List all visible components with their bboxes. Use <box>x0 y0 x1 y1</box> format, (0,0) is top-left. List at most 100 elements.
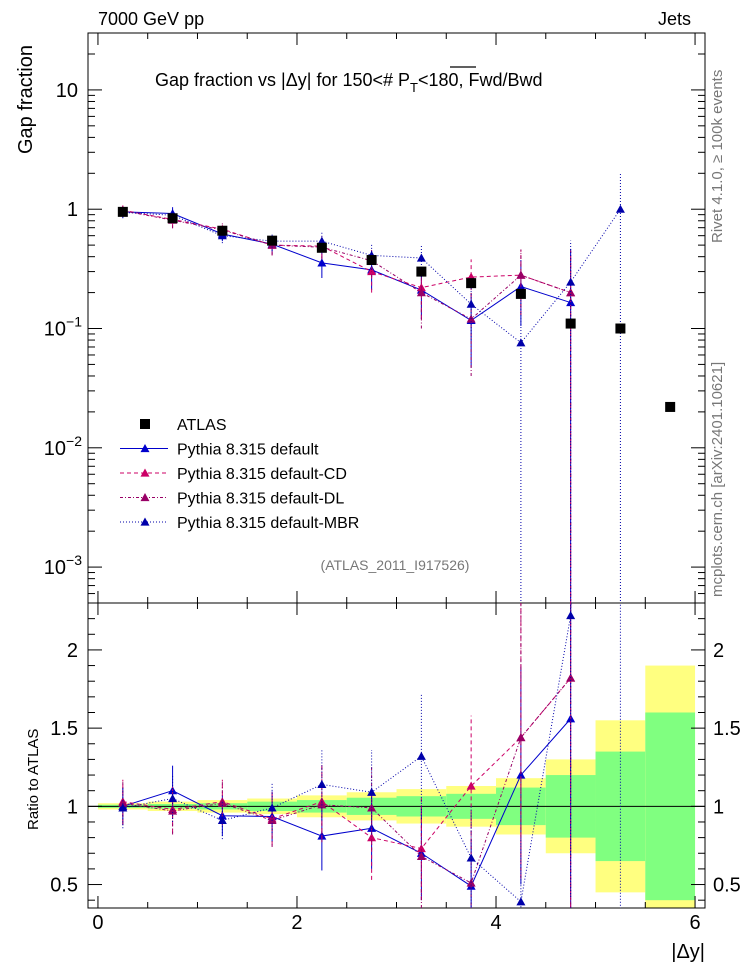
y-tick-label: 10 <box>56 80 78 102</box>
ratio-y-tick-label-right: 0.5 <box>713 875 741 897</box>
pythia-8-315-default-mbr-point <box>566 277 576 286</box>
ratio-y-tick-label-right: 2 <box>713 640 724 662</box>
y-tick-label: 1 <box>67 199 78 221</box>
pythia-8-315-default-mbr-ratio-point <box>416 751 426 760</box>
ratio-y-axis-label: Ratio to ATLAS <box>25 729 42 830</box>
pythia-8-315-default-dl-point <box>416 288 426 297</box>
atlas-point <box>416 266 427 277</box>
atlas-point <box>167 213 178 224</box>
atlas-point <box>565 318 576 329</box>
pythia-8-315-default-cd-ratio-point <box>416 844 426 853</box>
y-tick-base: 10 <box>44 557 66 579</box>
rivet-label: Rivet 4.1.0, ≥ 100k events <box>709 70 726 243</box>
ratio-series <box>118 603 621 908</box>
axis-ticks <box>88 32 705 908</box>
ratio-y-tick-label-right: 1 <box>713 796 724 818</box>
y-axis-label: Gap fraction <box>15 45 37 154</box>
title-part-delta: Δ <box>286 70 298 90</box>
pythia-8-315-default-mbr-ratio-point <box>217 815 227 825</box>
pythia-8-315-default-ratio-line <box>122 718 572 887</box>
title-part-p: P <box>398 70 410 90</box>
title-part-post: <180, Fwd/Bwd <box>418 70 543 90</box>
ratio-y-tick-label-left: 2 <box>67 640 78 662</box>
analysis-label: (ATLAS_2011_I917526) <box>321 557 470 573</box>
legend: ATLAS Pythia 8.315 default Pythia 8.315 de… <box>120 417 359 532</box>
x-tick-label: 4 <box>490 912 501 934</box>
legend-marker <box>140 444 150 453</box>
title-part-mid: y| for 150<# <box>298 70 398 90</box>
pythia-8-315-default-cd-ratio-point <box>466 781 476 790</box>
ratio-y-tick-label-right: 1.5 <box>713 718 741 740</box>
x-tick-label: 0 <box>92 912 103 934</box>
legend-marker <box>140 493 150 502</box>
pythia-8-315-default-dl-ratio-point <box>516 733 526 742</box>
pythia-8-315-default-dl-ratio-point <box>317 800 327 809</box>
title-part-t: T <box>410 80 418 95</box>
x-tick-label: 2 <box>291 912 302 934</box>
pythia-8-315-default-mbr-point <box>516 338 526 347</box>
chart-title: Gap fraction vs |Δy| for 150<# PT<180, F… <box>155 70 543 95</box>
atlas-point <box>366 255 377 266</box>
y-tick-label: 10−1 <box>44 314 82 341</box>
main-series <box>117 173 676 603</box>
pythia-8-315-default-mbr-point <box>317 236 327 245</box>
legend-marker <box>140 517 150 526</box>
ratio-y-tick-label-left: 0.5 <box>50 875 78 897</box>
pythia-8-315-default-dl-ratio-point <box>118 798 128 807</box>
x-axis-label: |Δy| <box>671 941 705 963</box>
y-tick-exp: −1 <box>66 314 82 330</box>
pythia-8-315-default-ratio-point <box>516 770 526 779</box>
pythia-8-315-default-dl-ratio-point <box>168 806 178 815</box>
legend-atlas-label: ATLAS <box>177 417 227 434</box>
y-tick-label: 10−2 <box>44 433 82 460</box>
pythia-8-315-default-point <box>566 298 576 307</box>
x-tick-label: 6 <box>689 912 700 934</box>
y-tick-base: 10 <box>44 319 66 341</box>
energy-label: 7000 GeV pp <box>98 9 204 29</box>
pythia-8-315-default-mbr-ratio-point <box>367 787 377 796</box>
atlas-point <box>316 242 327 253</box>
pythia-8-315-default-dl-point <box>516 270 526 279</box>
category-label: Jets <box>658 9 691 29</box>
atlas-point <box>217 225 228 236</box>
pythia-8-315-default-point <box>317 258 327 267</box>
pythia-8-315-default-dl-point <box>566 288 576 297</box>
pythia-8-315-default-cd-line <box>122 209 571 294</box>
pythia-8-315-default-mbr-ratio-point <box>168 794 178 803</box>
pythia-8-315-default-mbr-point <box>466 299 476 308</box>
y-tick-label: 10−3 <box>44 552 82 579</box>
pythia-8-315-default-dl-ratio-line <box>122 677 572 884</box>
source-label: mcplots.cern.ch [arXiv:2401.10621] <box>709 362 726 597</box>
pythia-8-315-default-mbr-ratio-point <box>566 611 576 620</box>
pythia-8-315-default-dl-ratio-point <box>416 851 426 860</box>
y-tick-base: 10 <box>44 438 66 460</box>
legend-marker <box>140 468 150 477</box>
pythia-8-315-default-mbr-ratio-point <box>466 853 476 862</box>
pythia-8-315-default-line <box>122 211 571 321</box>
pythia-8-315-default-mbr-ratio-point <box>516 897 526 906</box>
pythia-8-315-default-cd-ratio-point <box>367 833 377 842</box>
legend-label: Pythia 8.315 default-DL <box>177 491 344 508</box>
atlas-point <box>117 206 128 217</box>
title-part-pre: Gap fraction vs | <box>155 70 286 90</box>
atlas-point <box>665 401 676 412</box>
pythia-8-315-default-dl-line <box>122 210 571 320</box>
pythia-8-315-default-mbr-ratio-point <box>267 803 277 812</box>
pythia-8-315-default-mbr-point <box>615 204 625 213</box>
pythia-8-315-default-mbr-ratio-point <box>317 779 327 789</box>
pythia-8-315-default-mbr-point <box>416 253 426 262</box>
ratio-y-tick-label-left: 1.5 <box>50 718 78 740</box>
legend-label: Pythia 8.315 default-MBR <box>177 515 359 532</box>
legend-label: Pythia 8.315 default <box>177 442 319 459</box>
legend-label: Pythia 8.315 default-CD <box>177 466 347 483</box>
ratio-y-tick-label-left: 1 <box>67 796 78 818</box>
atlas-point <box>267 235 278 246</box>
y-tick-exp: −3 <box>66 552 82 568</box>
atlas-point <box>615 323 626 334</box>
atlas-point <box>466 278 477 289</box>
legend-atlas-marker <box>140 419 150 429</box>
pythia-8-315-default-mbr-ratio-point <box>118 803 128 812</box>
y-tick-exp: −2 <box>66 433 82 449</box>
